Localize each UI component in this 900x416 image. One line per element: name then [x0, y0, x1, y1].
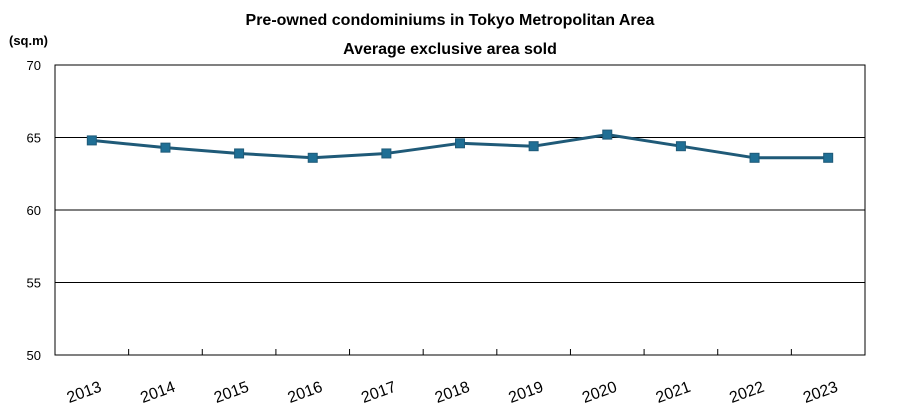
data-point [234, 148, 245, 159]
data-point [675, 141, 686, 152]
gridlines [55, 137, 865, 283]
x-tick-label: 2023 [801, 379, 840, 407]
data-point [455, 138, 465, 149]
data-point [823, 152, 834, 163]
data-point [86, 135, 97, 146]
x-tick-label: 2014 [138, 379, 177, 407]
x-tick-label: 2020 [580, 379, 619, 407]
x-tick-label: 2017 [359, 379, 398, 407]
y-axis-unit-label: (sq.m) [9, 33, 48, 48]
y-tick-label: 70 [27, 58, 41, 73]
y-tick-label: 65 [27, 131, 41, 146]
y-tick-label: 50 [27, 348, 41, 363]
chart-subtitle: Average exclusive area sold [343, 41, 557, 58]
x-tick-label: 2013 [65, 379, 104, 407]
x-tick-label: 2016 [286, 379, 325, 407]
data-point [160, 142, 171, 153]
data-point [602, 129, 613, 140]
x-tick-label: 2015 [212, 379, 251, 407]
plot-area [54, 64, 866, 356]
data-point [381, 148, 392, 159]
y-tick-label: 60 [27, 203, 41, 218]
chart-title: Pre-owned condominiums in Tokyo Metropol… [245, 12, 655, 29]
x-tick-label: 2021 [654, 379, 693, 407]
data-point [749, 152, 760, 163]
series-layer [86, 129, 834, 163]
x-axis: 2013 2014 2015 2016 2017 2018 2019 2020 2021 2022… [54, 349, 866, 407]
data-point [528, 141, 539, 152]
data-point [307, 152, 318, 163]
y-tick-label: 55 [27, 276, 41, 291]
x-tick-label: 2018 [433, 379, 472, 407]
y-axis: 50 55 60 65 70 [27, 58, 41, 363]
x-tick-label: 2022 [727, 379, 766, 407]
x-tick-label: 2019 [506, 379, 545, 407]
